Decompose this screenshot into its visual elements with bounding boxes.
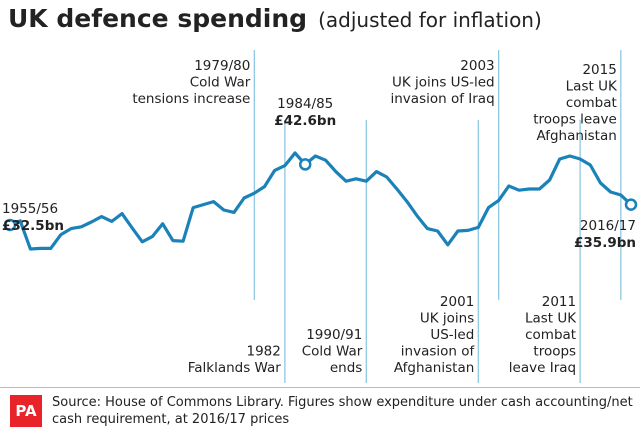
highlight-marker-1955 bbox=[3, 218, 17, 232]
chart-canvas: UK defence spending (adjusted for inflat… bbox=[2, 4, 638, 383]
event-label-1979-0: 1979/80 bbox=[194, 58, 250, 74]
point-label-2016: 2016/17 bbox=[580, 218, 636, 234]
event-label-2011-4: leave Iraq bbox=[509, 360, 576, 376]
event-label-1990-1: Cold War bbox=[302, 344, 363, 360]
event-label-2001-0: 2001 bbox=[440, 294, 474, 310]
event-label-2001-3: invasion of bbox=[401, 344, 476, 360]
event-label-1982-0: 1982 bbox=[247, 344, 281, 360]
chart-title: UK defence spending (adjusted for inflat… bbox=[8, 4, 542, 33]
event-label-2011-1: Last UK bbox=[525, 311, 577, 327]
event-label-2001-4: Afghanistan bbox=[394, 360, 474, 376]
event-label-2001-2: US-led bbox=[430, 327, 474, 343]
event-label-1979-2: tensions increase bbox=[132, 91, 250, 107]
point-label-1955: 1955/56 bbox=[2, 201, 58, 217]
event-label-1982-1: Falklands War bbox=[188, 360, 282, 376]
source-text: Source: House of Commons Library. Figure… bbox=[52, 395, 633, 427]
event-label-2015-3: troops leave bbox=[533, 112, 617, 128]
event-label-2003-2: invasion of Iraq bbox=[391, 91, 495, 107]
event-label-1990-0: 1990/91 bbox=[306, 327, 362, 343]
event-label-2011-0: 2011 bbox=[542, 294, 576, 310]
event-label-2015-1: Last UK bbox=[566, 79, 618, 95]
point-value-1955: £32.5bn bbox=[2, 218, 64, 234]
event-label-2003-0: 2003 bbox=[460, 58, 494, 74]
event-label-2011-3: troops bbox=[533, 344, 576, 360]
series-line-defence-spending bbox=[8, 151, 633, 251]
highlight-marker-2016 bbox=[624, 198, 638, 211]
footer-divider bbox=[0, 387, 640, 388]
event-label-2011-2: combat bbox=[525, 327, 576, 343]
event-label-1979-1: Cold War bbox=[190, 75, 251, 91]
chart-subtitle: (adjusted for inflation) bbox=[318, 8, 542, 32]
highlight-markers bbox=[3, 158, 638, 232]
event-label-2003-1: UK joins US-led bbox=[392, 75, 495, 91]
point-value-1984: £42.6bn bbox=[274, 113, 336, 129]
event-label-2015-4: Afghanistan bbox=[536, 128, 616, 144]
annotation-labels: 1955/56£32.5bn 1984/85£42.6bn 2016/17£35.9… bbox=[2, 58, 636, 376]
footer: PA Source: House of Commons Library. Fig… bbox=[0, 385, 640, 439]
highlight-marker-1984 bbox=[298, 158, 312, 171]
event-label-2015-0: 2015 bbox=[582, 62, 616, 78]
point-value-2016: £35.9bn bbox=[574, 235, 636, 251]
chart-title-main: UK defence spending bbox=[8, 4, 307, 33]
event-label-2015-2: combat bbox=[566, 95, 617, 111]
point-label-1984: 1984/85 bbox=[277, 96, 333, 112]
event-label-1990-2: ends bbox=[330, 360, 362, 376]
pa-logo: PA bbox=[10, 395, 42, 427]
event-label-2001-1: UK joins bbox=[420, 311, 474, 327]
